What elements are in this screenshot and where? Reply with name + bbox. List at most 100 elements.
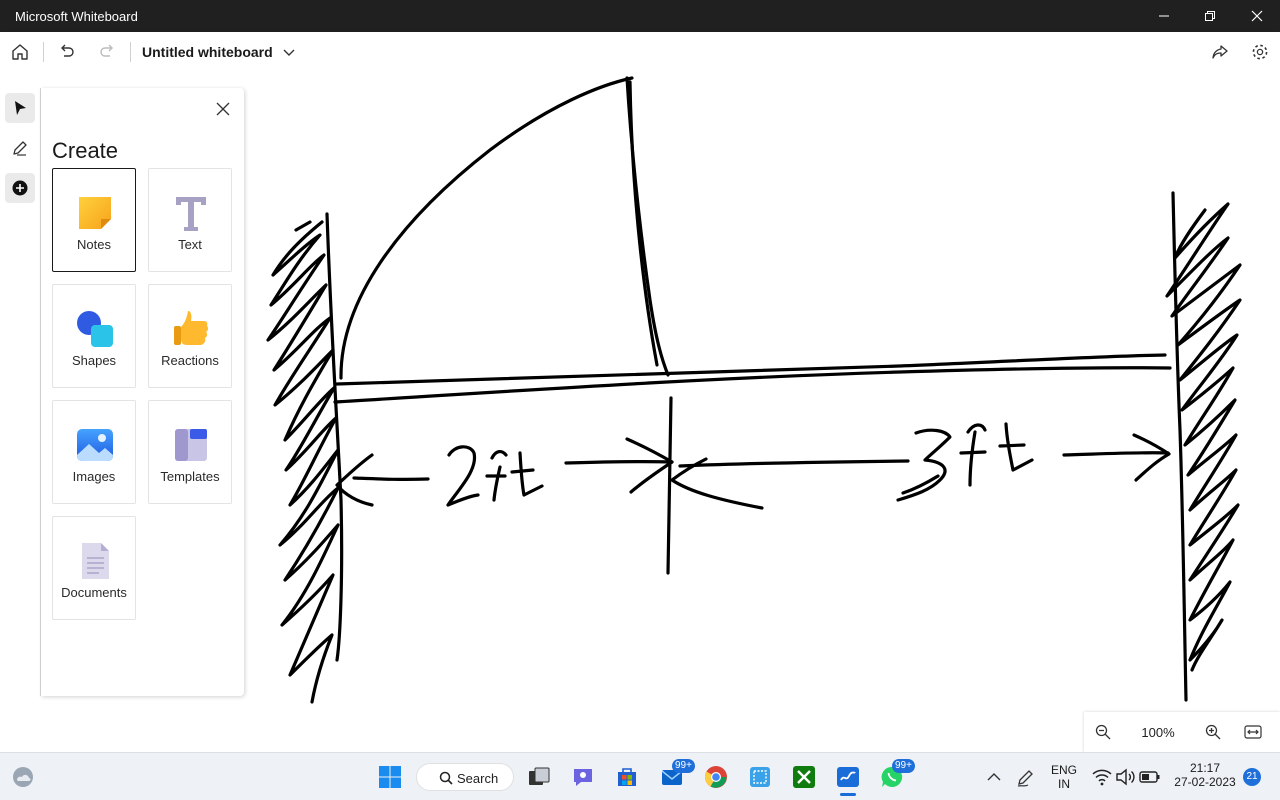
chevron-up-icon[interactable] [982, 765, 1006, 789]
search-icon [439, 771, 453, 785]
app-toolbar: Untitled whiteboard [0, 32, 1280, 72]
battery-icon[interactable] [1138, 765, 1162, 789]
zoom-in-icon [1205, 724, 1221, 740]
snipping-tool-icon[interactable] [748, 765, 772, 789]
create-tool-button[interactable] [5, 173, 35, 203]
templates-tile[interactable]: Templates [148, 400, 232, 504]
whiteboard-app[interactable] [836, 765, 860, 796]
whiteboard-icon [837, 767, 859, 787]
chrome-icon[interactable] [704, 765, 728, 789]
taskbar-search[interactable]: Search [416, 763, 514, 791]
close-window-button[interactable] [1234, 0, 1280, 32]
image-icon [77, 429, 113, 461]
home-icon [12, 44, 28, 60]
settings-button[interactable] [1248, 40, 1272, 64]
pen-menu-icon[interactable] [1014, 765, 1038, 789]
inking-tool-button[interactable] [5, 133, 35, 163]
left-dimension-text [446, 445, 480, 507]
toolbar-divider [130, 42, 131, 62]
volume-icon[interactable] [1114, 765, 1138, 789]
left-wall-line [325, 212, 344, 662]
whatsapp-app[interactable]: 99+ [880, 759, 915, 789]
redo-button[interactable] [95, 40, 119, 64]
board-title-dropdown[interactable] [277, 40, 301, 64]
left-dimension-arrow [352, 476, 430, 482]
undo-icon [61, 44, 74, 57]
zoom-in-button[interactable] [1203, 722, 1223, 742]
clock[interactable]: 21:17 27-02-2023 [1170, 761, 1240, 789]
gear-icon [1252, 44, 1268, 60]
left-wall-hatching [266, 220, 340, 704]
tile-label: Shapes [71, 353, 117, 368]
windows-start-icon[interactable] [378, 765, 402, 789]
plus-circle-icon [12, 180, 28, 196]
fit-to-screen-button[interactable] [1243, 722, 1263, 742]
load-right-edge [625, 76, 670, 377]
tile-label: Reactions [161, 353, 219, 368]
ink-drawing[interactable] [0, 72, 1280, 752]
zoom-control: 100% [1084, 712, 1280, 752]
board-title[interactable]: Untitled whiteboard [142, 44, 273, 60]
mail-app[interactable]: 99+ [660, 759, 695, 789]
active-app-indicator [840, 793, 856, 796]
xbox-icon[interactable] [792, 765, 816, 789]
minimize-button[interactable] [1141, 0, 1187, 32]
images-tile[interactable]: Images [52, 400, 136, 504]
mail-icon [661, 770, 683, 785]
language-indicator[interactable]: ENG IN [1046, 763, 1082, 791]
sticky-note-icon [79, 197, 111, 229]
shapes-tile[interactable]: Shapes [52, 284, 136, 388]
right-wall-line [1171, 191, 1188, 702]
share-icon [1212, 45, 1228, 59]
fit-width-icon [1244, 725, 1262, 739]
reactions-tile[interactable]: Reactions [148, 284, 232, 388]
zoom-out-button[interactable] [1093, 722, 1113, 742]
load-curve [339, 76, 634, 380]
undo-button[interactable] [55, 40, 79, 64]
weather-icon[interactable] [11, 765, 35, 789]
whatsapp-badge: 99+ [892, 759, 915, 773]
search-label: Search [457, 771, 499, 786]
templates-icon [175, 429, 207, 461]
redo-icon [100, 44, 113, 57]
close-icon [216, 102, 230, 116]
tile-label: Notes [77, 237, 111, 252]
title-bar: Microsoft Whiteboard [0, 0, 1280, 32]
tile-label: Images [72, 469, 116, 484]
select-tool-button[interactable] [5, 93, 35, 123]
notification-count-badge[interactable]: 21 [1243, 768, 1261, 786]
create-panel: Create Notes Text Shapes Reactions [41, 88, 244, 696]
clock-date: 27-02-2023 [1174, 775, 1236, 789]
documents-tile[interactable]: Documents [52, 516, 136, 620]
right-wall-hatching [1165, 202, 1242, 672]
share-button[interactable] [1208, 40, 1232, 64]
task-view-icon[interactable] [527, 765, 551, 789]
notes-tile[interactable]: Notes [52, 168, 136, 272]
load-boundary-line [666, 396, 673, 575]
shapes-icon [77, 311, 113, 347]
zoom-level[interactable]: 100% [1141, 725, 1175, 740]
document-icon [82, 543, 109, 579]
wifi-icon[interactable] [1090, 765, 1114, 789]
beam-top-edge [335, 353, 1167, 386]
toolbar-divider [43, 42, 44, 62]
mail-badge: 99+ [672, 759, 695, 773]
window-title: Microsoft Whiteboard [15, 9, 138, 24]
tool-rail [0, 88, 41, 696]
tile-label: Documents [61, 585, 127, 600]
cursor-arrow-icon [15, 101, 26, 115]
right-dimension-arrow [678, 459, 910, 468]
home-button[interactable] [8, 40, 32, 64]
tile-label: Templates [160, 469, 220, 484]
teams-chat-icon[interactable] [571, 765, 595, 789]
tile-label: Text [178, 237, 202, 252]
restore-button[interactable] [1187, 0, 1233, 32]
region-code: IN [1058, 777, 1070, 791]
zoom-out-icon [1095, 724, 1111, 740]
chevron-down-icon [283, 49, 295, 56]
text-tile[interactable]: Text [148, 168, 232, 272]
beam-bottom-edge [333, 366, 1172, 404]
close-panel-button[interactable] [213, 99, 233, 119]
right-dimension-text [896, 428, 952, 502]
microsoft-store-icon[interactable] [615, 765, 639, 789]
